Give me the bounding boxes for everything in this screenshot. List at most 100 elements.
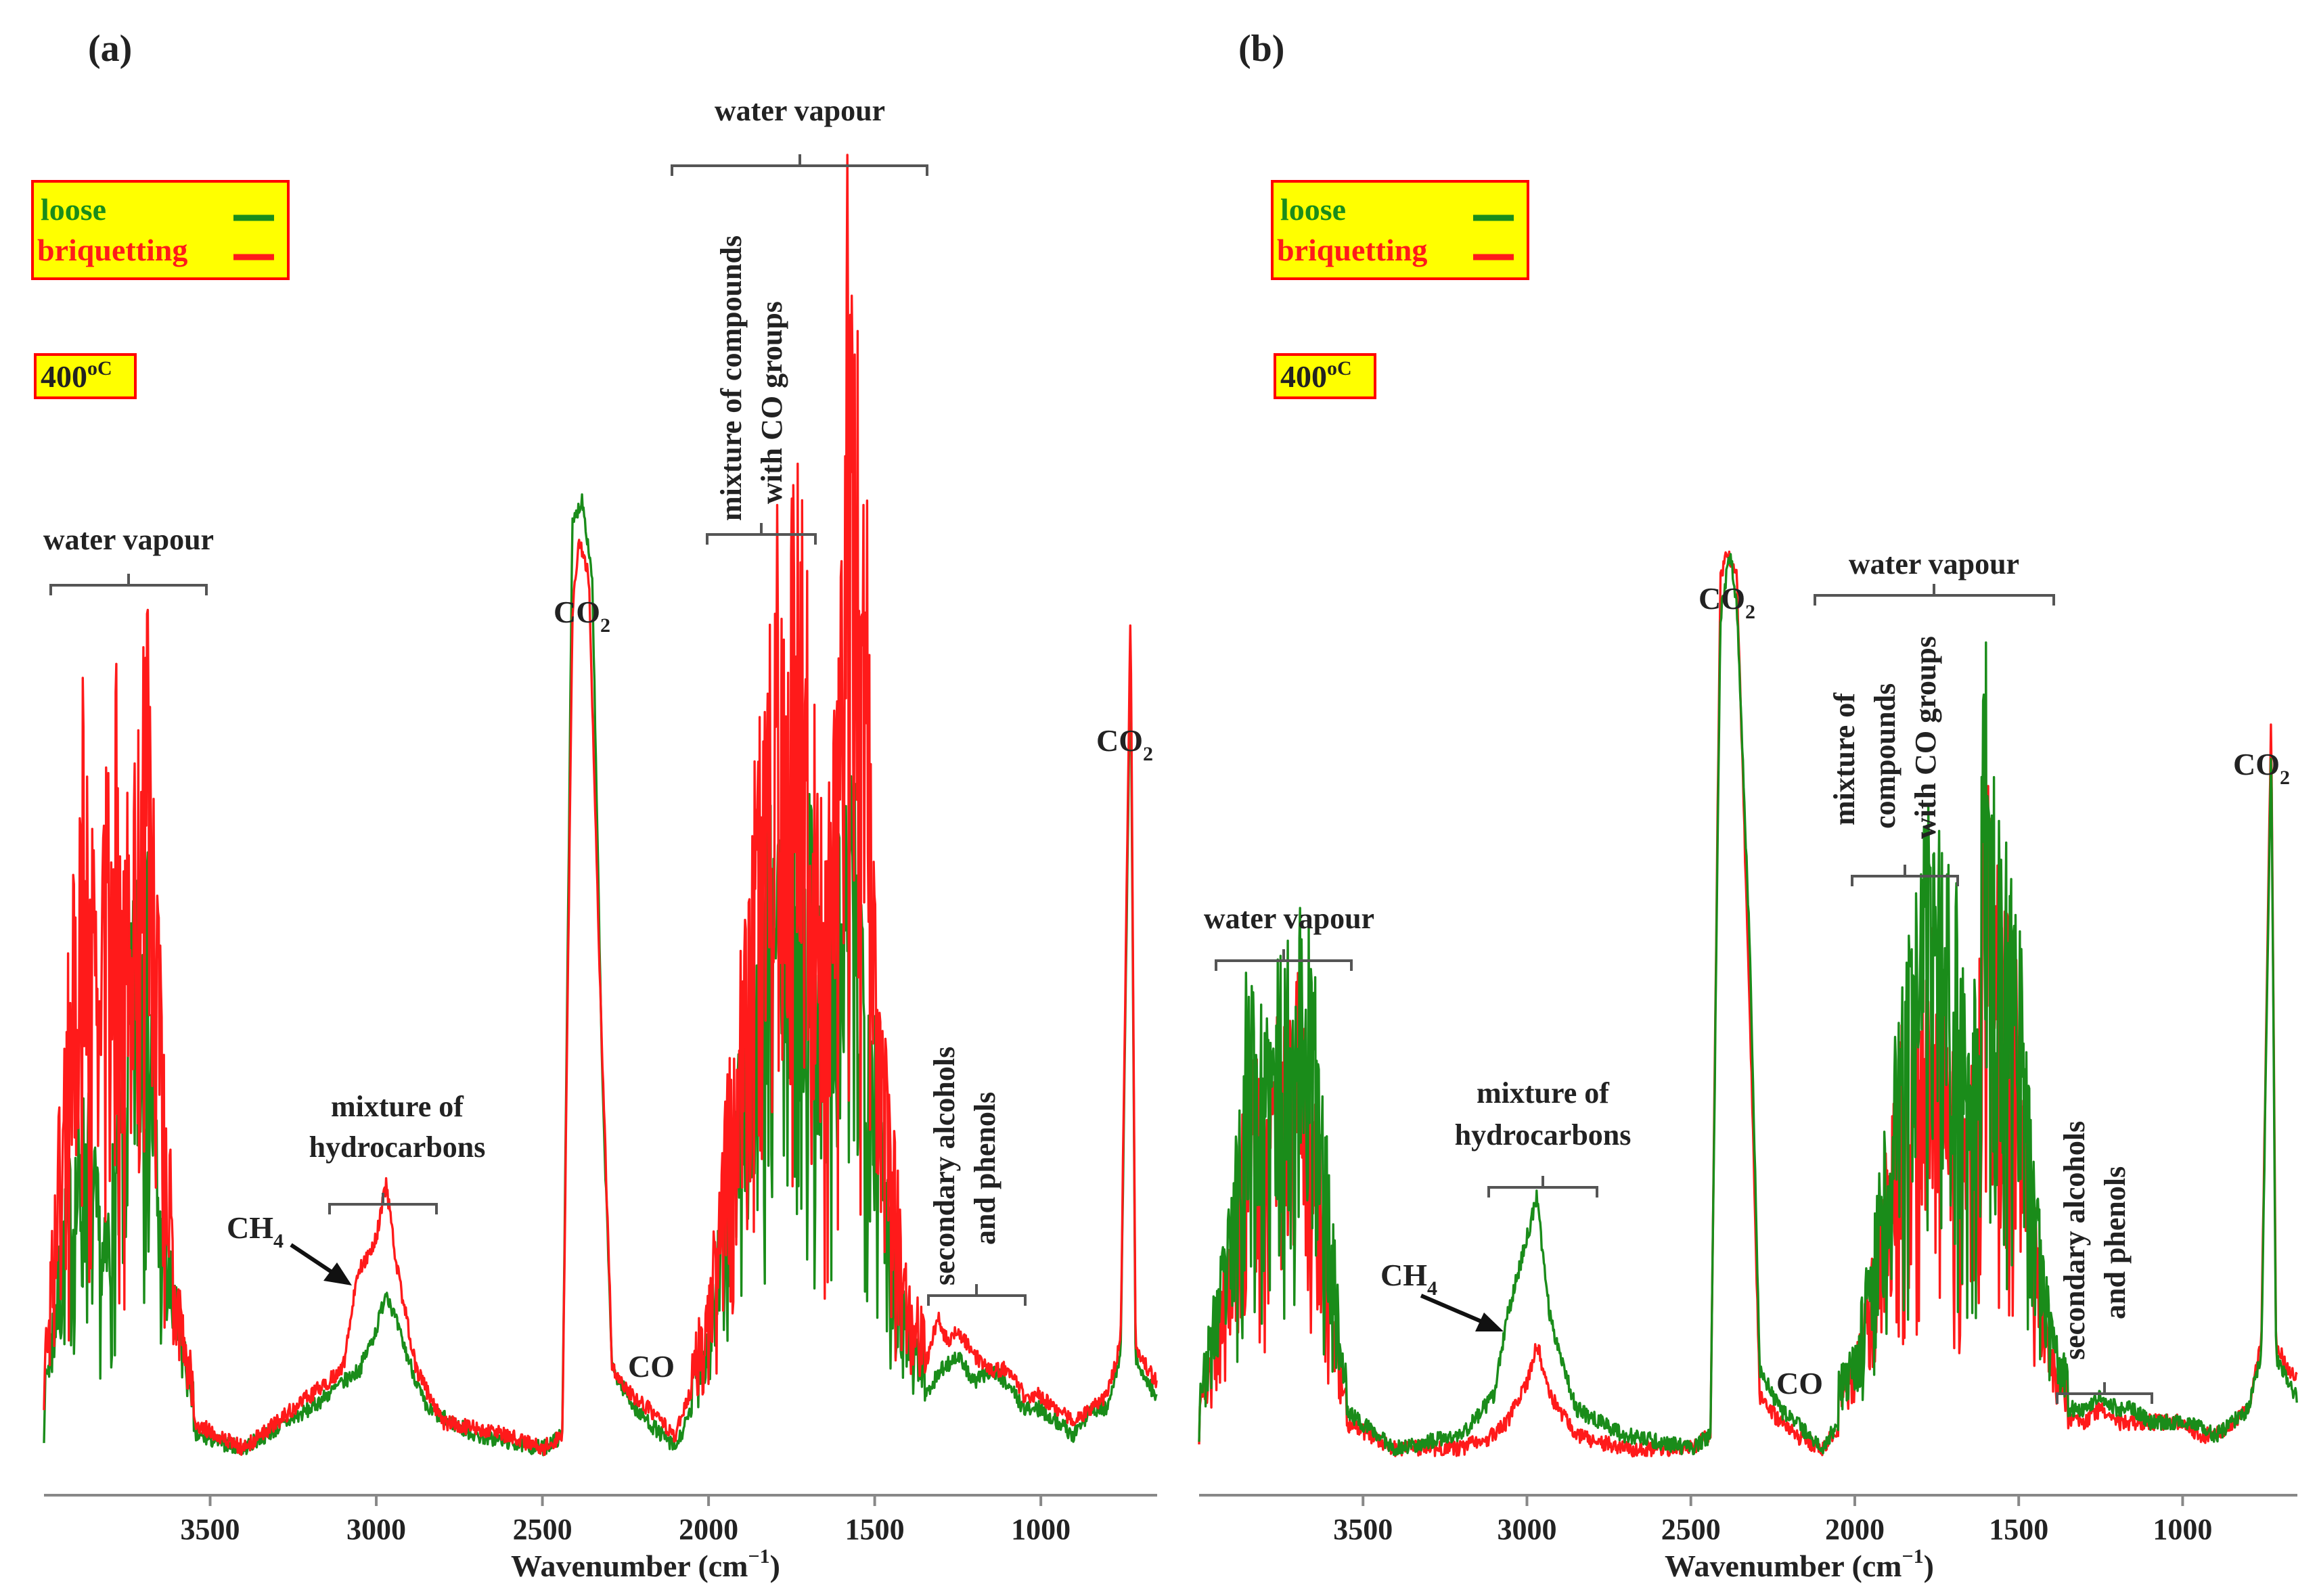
x-tick-label: 1500 [845,1513,905,1546]
legend-label-briquetting: briquetting [37,233,187,267]
label-co2-right-sub: 2 [2280,767,2290,789]
label-alcohols-line2: and phenols [2098,1166,2132,1319]
label-ch4-text: CH [1380,1258,1427,1292]
bracket-water-left [49,574,208,595]
label-alcohols-line1: secondary alcohols [928,1047,961,1285]
label-co-groups: mixture of compounds with CO groups [715,235,788,521]
x-tick-label: 3000 [1497,1513,1556,1546]
label-ch4: CH4 [1380,1258,1437,1300]
x-tick-label: 2000 [1825,1513,1885,1546]
label-co: CO [1776,1366,1823,1400]
spectra [43,154,1158,1457]
label-co2-left-sub: 2 [600,614,610,637]
panel-a: (a) loose briquetting 400oC 3500 3000 2500… [31,28,1158,1583]
legend-label-loose: loose [41,192,106,227]
x-tick-label: 3500 [181,1513,240,1546]
legend: loose briquetting [1271,180,1529,280]
x-axis-label-text: Wavenumber (cm [511,1549,748,1583]
annotations [1215,584,2153,1404]
label-water-vapour-left: water vapour [1204,902,1374,935]
label-hydrocarbons-line1: mixture of [1477,1076,1610,1110]
ch4-arrowhead [1475,1313,1504,1331]
temperature-value: 400 [41,359,87,394]
legend: loose briquetting [31,180,290,280]
x-axis-label-close: ) [1924,1549,1934,1583]
x-tick-label: 2000 [679,1513,738,1546]
x-tick-label: 1500 [1989,1513,2048,1546]
label-alcohols-line2: and phenols [968,1092,1002,1245]
label-co-groups: mixture of compounds with CO groups [1828,636,1942,839]
bracket-water-left [1215,949,1353,971]
x-tick-label: 3000 [346,1513,406,1546]
x-tick-label: 1000 [1011,1513,1071,1546]
bracket-hydrocarbons [1487,1176,1598,1198]
bracket-co-groups [706,523,817,545]
x-axis-label: Wavenumber (cm−1) [1665,1545,1934,1583]
bracket-co-groups [1851,865,1959,886]
temperature-box [34,353,137,399]
x-ticks: 3500 3000 2500 2000 1500 1000 [1333,1495,2212,1546]
temperature-unit: oC [87,357,112,380]
label-alcohols: secondary alcohols and phenols [928,1047,1002,1285]
legend-box [1271,180,1529,280]
legend-box [31,180,290,280]
x-axis-label-sup: −1 [1902,1545,1924,1568]
label-alcohols: secondary alcohols and phenols [2058,1121,2132,1360]
x-tick-label: 3500 [1333,1513,1393,1546]
label-co-groups-line1: mixture of [1828,692,1861,825]
label-water-vapour-left: water vapour [43,523,214,556]
bracket-alcohols [2056,1382,2153,1404]
label-co-groups-line1: mixture of compounds [715,235,748,521]
temperature-label: 400oC [41,357,112,394]
label-co-groups-line3: with CO groups [1909,636,1942,839]
bracket-water-top [671,154,928,176]
label-co-groups-line2: with CO groups [755,301,788,504]
temperature-unit: oC [1327,357,1352,380]
legend-label-briquetting: briquetting [1277,233,1427,267]
label-co2-left-text: CO [1699,581,1745,616]
label-co2-right-sub: 2 [1143,743,1153,765]
label-ch4-sub: 4 [1427,1277,1437,1300]
annotations [49,154,1027,1306]
label-co: CO [628,1349,675,1384]
label-hydrocarbons-line2: hydrocarbons [309,1131,486,1164]
label-alcohols-line1: secondary alcohols [2058,1121,2091,1360]
bracket-alcohols [927,1284,1027,1306]
panel-b: (b) loose briquetting 400oC 3500 3000 2500… [1198,28,2298,1583]
label-hydrocarbons-line2: hydrocarbons [1455,1118,1632,1152]
label-water-vapour-top: water vapour [715,94,885,127]
series-line-briquetting [43,154,1158,1457]
label-co2-right: CO2 [2233,747,2290,789]
label-co2-right: CO2 [1096,723,1153,765]
x-tick-label: 2500 [1661,1513,1721,1546]
label-co2-right-text: CO [1096,723,1143,758]
spectra [1198,550,2298,1458]
x-tick-label: 1000 [2153,1513,2212,1546]
label-co2-left: CO2 [1699,581,1755,623]
x-axis-label-sup: −1 [748,1545,770,1568]
series-line-loose [1198,553,2298,1457]
temperature-value: 400 [1280,359,1327,394]
label-hydrocarbons-line1: mixture of [331,1090,464,1123]
x-ticks: 3500 3000 2500 2000 1500 1000 [181,1495,1071,1546]
label-ch4-sub: 4 [273,1230,284,1252]
x-axis-label: Wavenumber (cm−1) [511,1545,780,1583]
label-ch4-text: CH [227,1210,273,1245]
bracket-hydrocarbons [328,1193,438,1214]
temperature-box [1274,353,1376,399]
temperature-badge: 400oC [1274,353,1376,399]
x-axis-label-text: Wavenumber (cm [1665,1549,1902,1583]
label-co2-left: CO2 [554,595,610,637]
label-co-groups-line2: compounds [1868,683,1902,829]
series-line-briquetting [1198,550,2298,1458]
temperature-label: 400oC [1280,357,1352,394]
panel-label: (b) [1238,28,1284,70]
label-water-vapour-top: water vapour [1849,547,2019,580]
ch4-arrowhead [323,1262,352,1285]
legend-label-loose: loose [1280,192,1346,227]
bracket-water-top [1814,584,2055,606]
temperature-badge: 400oC [34,353,137,399]
x-tick-label: 2500 [513,1513,572,1546]
panel-label: (a) [88,28,132,70]
